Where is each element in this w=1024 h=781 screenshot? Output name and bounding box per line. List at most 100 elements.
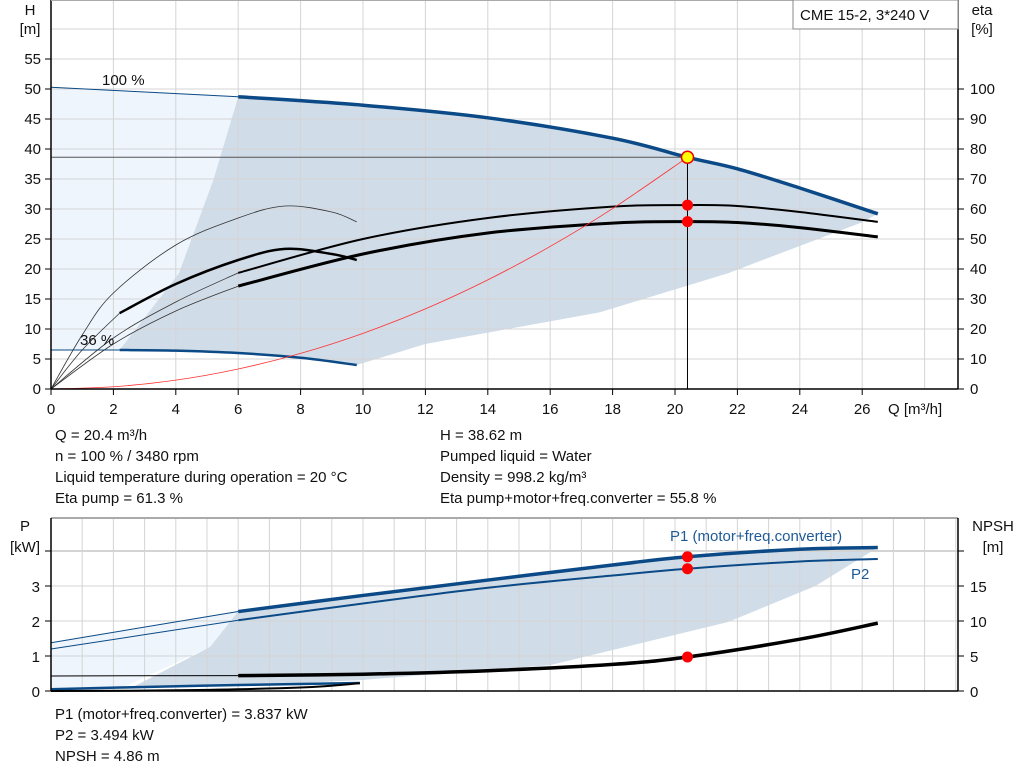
info-p2: P2 = 3.494 kW xyxy=(55,727,154,744)
x-tick-label: 6 xyxy=(234,401,242,418)
npsh-point xyxy=(681,651,693,663)
x-tick-label: 24 xyxy=(791,401,808,418)
curve-p-low xyxy=(50,681,360,691)
power-area xyxy=(132,547,878,688)
y2-axis-label-eta: eta xyxy=(972,2,994,19)
duty-point xyxy=(680,150,695,165)
y-tick-label: 2 xyxy=(32,614,40,631)
curve-npsh xyxy=(238,621,879,678)
y2-tick-label: 5 xyxy=(970,649,978,666)
x-axis-label: Q [m³/h] xyxy=(888,401,942,418)
curve-p1 xyxy=(237,545,878,614)
y-axis-unit-h: [m] xyxy=(20,21,41,38)
curve-p2 xyxy=(238,558,878,622)
x-tick-label: 26 xyxy=(854,401,871,418)
x-tick-label: 22 xyxy=(729,401,746,418)
p2-point xyxy=(681,563,693,575)
curve-eta-pump xyxy=(237,204,878,274)
curve-eta-partial xyxy=(119,247,358,315)
curve-system xyxy=(50,156,688,390)
y2-tick-label: 10 xyxy=(970,614,987,631)
light-operating-area xyxy=(51,87,239,350)
curve-p2-thin xyxy=(50,619,239,650)
curve-eta-thin xyxy=(50,205,357,390)
y-tick-label: 35 xyxy=(24,171,41,188)
curve-p1-thin xyxy=(50,611,239,644)
y2-tick-label: 100 xyxy=(970,81,995,98)
info-eta-pump: Eta pump = 61.3 % xyxy=(55,490,183,507)
y-tick-label: 15 xyxy=(24,291,41,308)
info-head: H = 38.62 m xyxy=(440,427,523,444)
y-tick-label: 30 xyxy=(24,201,41,218)
x-tick-label: 10 xyxy=(355,401,372,418)
y2-tick-label: 70 xyxy=(970,171,987,188)
info-bottom: P1 (motor+freq.converter) = 3.837 kW P2 … xyxy=(55,704,308,767)
y-tick-label: 50 xyxy=(24,81,41,98)
y-tick-label: 20 xyxy=(24,261,41,278)
info-right: H = 38.62 m Pumped liquid = Water Densit… xyxy=(440,425,716,509)
curve-eta-thin xyxy=(50,285,239,390)
y2-axis-unit-npsh: [m] xyxy=(983,539,1004,556)
info-liquid: Pumped liquid = Water xyxy=(440,448,592,465)
y2-axis-label-npsh: NPSH xyxy=(972,518,1014,535)
bottom-operating-area xyxy=(51,547,878,690)
y2-tick-label: 30 xyxy=(970,291,987,308)
x-tick-label: 8 xyxy=(296,401,304,418)
y2-tick-label: 0 xyxy=(970,684,978,701)
info-left: Q = 20.4 m³/h n = 100 % / 3480 rpm Liqui… xyxy=(55,425,347,509)
top-curves xyxy=(50,86,879,390)
y-axis-label-h: H xyxy=(25,2,36,19)
info-speed: n = 100 % / 3480 rpm xyxy=(55,448,199,465)
y-tick-label: 10 xyxy=(24,321,41,338)
x-tick-label: 0 xyxy=(47,401,55,418)
bottom-curves xyxy=(50,545,879,692)
x-tick-label: 20 xyxy=(667,401,684,418)
y-tick-label: 55 xyxy=(24,51,41,68)
y2-tick-label: 10 xyxy=(970,351,987,368)
x-tick-label: 14 xyxy=(479,401,496,418)
y2-tick-label: 40 xyxy=(970,261,987,278)
legend-box xyxy=(792,0,959,30)
y2-tick-label: 50 xyxy=(970,231,987,248)
x-tick-label: 12 xyxy=(417,401,434,418)
y2-tick-label: 80 xyxy=(970,141,987,158)
info-eta-total: Eta pump+motor+freq.converter = 55.8 % xyxy=(440,490,717,507)
curve-speed100 xyxy=(238,95,879,216)
x-tick-label: 4 xyxy=(172,401,180,418)
x-tick-label: 18 xyxy=(604,401,621,418)
eta-total-point xyxy=(681,216,693,228)
info-density: Density = 998.2 kg/m³ xyxy=(440,469,587,486)
x-tick-label: 2 xyxy=(109,401,117,418)
chart-title: CME 15-2, 3*240 V xyxy=(800,7,929,24)
top-operating-area xyxy=(51,87,878,366)
y2-tick-label: 90 xyxy=(970,111,987,128)
y2-axis-unit-eta: [%] xyxy=(971,21,993,38)
series-label-p1: P1 (motor+freq.converter) xyxy=(670,528,842,545)
series-label-p2: P2 xyxy=(851,566,869,583)
annotation-36: 36 % xyxy=(80,332,114,349)
y2-tick-label: 15 xyxy=(970,579,987,596)
bottom-annotations: P [kW] NPSH [m] P1 (motor+freq.converter… xyxy=(10,518,1014,583)
y2-tick-label: 60 xyxy=(970,201,987,218)
info-p1: P1 (motor+freq.converter) = 3.837 kW xyxy=(55,706,308,723)
y-tick-label: 0 xyxy=(33,381,41,398)
bottom-axes: 0 1 2 3 0 5 10 15 xyxy=(32,517,987,701)
y-tick-label: 40 xyxy=(24,141,41,158)
p1-point xyxy=(681,551,693,563)
y2-tick-label: 20 xyxy=(970,321,987,338)
y-tick-label: 45 xyxy=(24,111,41,128)
y-axis-label-p: P xyxy=(20,518,30,535)
y-tick-label: 25 xyxy=(24,231,41,248)
y2-tick-label: 0 xyxy=(970,381,978,398)
curve-eta-thin xyxy=(50,312,120,390)
y-tick-label: 1 xyxy=(32,649,40,666)
y-tick-label: 3 xyxy=(32,579,40,596)
top-annotations: 100 % 36 % H [m] eta [%] Q [m³/h] CME 15… xyxy=(20,0,994,418)
top-axes: 0 2 4 6 8 10 12 14 16 18 20 22 24 2605101520253035404… xyxy=(24,0,995,418)
annotation-100: 100 % xyxy=(102,72,145,89)
y-axis-unit-p: [kW] xyxy=(10,539,40,556)
top-grid xyxy=(50,0,958,389)
info-npsh: NPSH = 4.86 m xyxy=(55,748,160,765)
y-tick-label: 5 xyxy=(33,351,41,368)
